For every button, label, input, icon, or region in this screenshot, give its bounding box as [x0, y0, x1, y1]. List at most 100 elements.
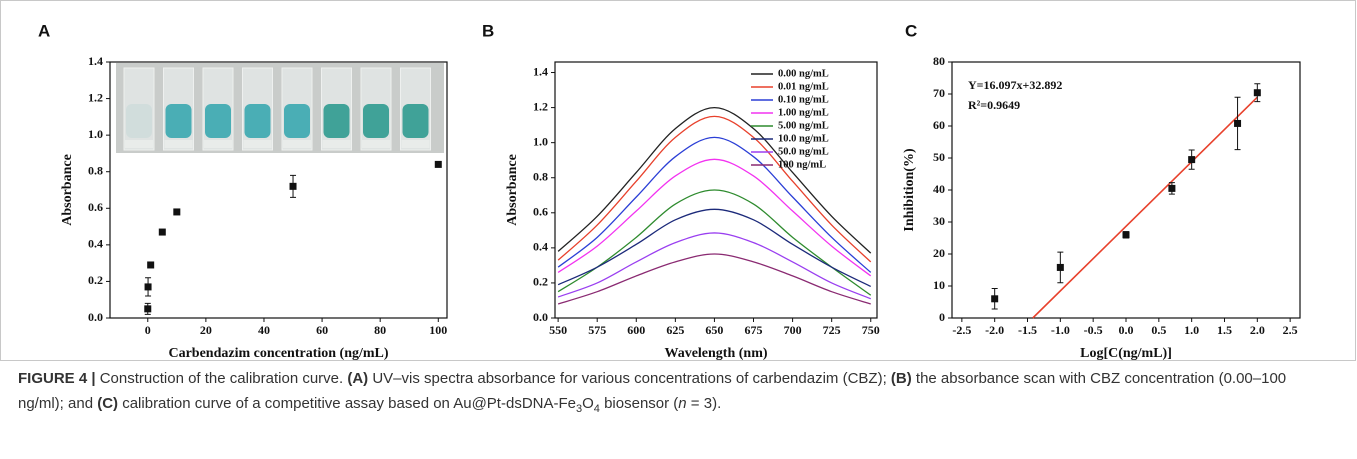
spectrum-line: [557, 136, 872, 273]
cuvette-label: [243, 140, 272, 148]
caption-text: O: [582, 395, 594, 412]
data-point: [289, 182, 297, 190]
x-tick-label: 700: [784, 323, 802, 337]
x-tick-label: 80: [374, 323, 386, 337]
y-tick-label: 70: [933, 86, 945, 100]
cuvette-liquid: [126, 104, 152, 138]
x-tick-label: 650: [705, 323, 723, 337]
x-tick-label: 40: [258, 323, 270, 337]
cuvette-label: [401, 140, 430, 148]
cuvette-liquid: [402, 104, 429, 138]
y-tick-label: 0.8: [88, 163, 103, 177]
y-tick-label: 0.6: [533, 205, 548, 219]
cuvette-liquid: [205, 104, 231, 138]
caption: FIGURE 4 | Construction of the calibrati…: [18, 366, 1328, 416]
figure: A0 20 40 60 80 1000.00.20.40.60.81.01.21.4Car…: [0, 0, 1356, 361]
x-tick-label: 1.0: [1184, 323, 1199, 337]
x-axis-title: Wavelength (nm): [664, 346, 767, 361]
x-axis-title: Carbendazim concentration (ng/mL): [168, 346, 388, 361]
y-tick-label: 1.4: [533, 64, 548, 78]
x-tick-label: 2.5: [1283, 323, 1298, 337]
spectrum-line: [557, 158, 872, 277]
x-axis-title: Log[C(ng/mL)]: [1080, 346, 1172, 361]
y-tick-label: 0.0: [533, 310, 548, 324]
fit-line: [1032, 96, 1258, 319]
y-tick-label: 60: [933, 118, 945, 132]
data-point: [434, 160, 442, 168]
spectrum-line: [557, 253, 871, 305]
caption-text: Construction of the calibration curve.: [95, 370, 348, 387]
legend-label: 50.0 ng/mL: [778, 146, 829, 157]
y-tick-label: 0.2: [88, 273, 103, 287]
y-tick-label: 40: [933, 182, 945, 196]
x-tick-label: 60: [316, 323, 328, 337]
y-tick-label: 1.2: [533, 99, 548, 113]
x-tick-label: 750: [862, 323, 880, 337]
x-tick-label: -1.5: [1018, 323, 1037, 337]
caption-text: n: [678, 395, 687, 412]
data-point: [158, 228, 166, 236]
legend-label: 5.00 ng/mL: [778, 120, 829, 131]
caption-text: UV–vis spectra absorbance for various co…: [368, 370, 891, 387]
cuvette-label: [164, 140, 193, 148]
cuvette-label: [283, 140, 311, 148]
x-tick-label: 20: [200, 323, 212, 337]
x-tick-label: 575: [588, 323, 606, 337]
y-tick-label: 20: [933, 246, 945, 260]
plot-frame: [554, 61, 878, 319]
cuvette-label: [125, 140, 153, 148]
x-tick-label: 0.0: [1119, 323, 1134, 337]
y-tick-label: 0.0: [88, 310, 103, 324]
legend-label: 10.0 ng/mL: [778, 133, 829, 144]
cuvette-label: [204, 140, 232, 148]
cuvette-liquid: [363, 104, 389, 138]
y-tick-label: 0.4: [533, 240, 548, 254]
x-tick-label: -2.0: [985, 323, 1004, 337]
legend-label: 1.00 ng/mL: [778, 107, 829, 118]
data-point: [144, 305, 152, 313]
x-tick-label: 625: [666, 323, 684, 337]
data-point: [1234, 119, 1242, 127]
data-point: [1253, 89, 1261, 97]
data-point: [1188, 156, 1196, 164]
x-tick-label: 0.5: [1151, 323, 1166, 337]
spectrum-line: [557, 115, 872, 263]
y-tick-label: 1.0: [88, 127, 103, 141]
x-tick-label: -2.5: [952, 323, 971, 337]
x-tick-label: -0.5: [1084, 323, 1103, 337]
cuvette-liquid: [244, 104, 271, 138]
caption-text: (A): [347, 370, 369, 387]
x-tick-label: 0: [145, 323, 151, 337]
spectrum-line: [557, 189, 872, 296]
spectrum-line: [557, 232, 871, 300]
y-tick-label: 1.2: [88, 90, 103, 104]
data-point: [991, 295, 999, 303]
x-tick-label: -1.0: [1051, 323, 1070, 337]
legend-label: 0.00 ng/mL: [778, 68, 829, 79]
caption-text: = 3).: [686, 395, 722, 412]
cuvette-liquid: [323, 104, 350, 138]
y-tick-label: 10: [933, 278, 945, 292]
y-tick-label: 0.8: [533, 169, 548, 183]
cuvette-label: [362, 140, 390, 148]
plot-frame: [109, 61, 448, 319]
y-axis-title: Absorbance: [60, 154, 75, 226]
panel-label: B: [482, 21, 494, 40]
legend-label: 0.10 ng/mL: [778, 94, 829, 105]
x-tick-label: 725: [823, 323, 841, 337]
data-point: [144, 283, 152, 291]
legend-label: 100 ng/mL: [778, 159, 826, 170]
panel-label: A: [38, 21, 50, 40]
cuvette-liquid: [284, 104, 310, 138]
data-point: [173, 208, 181, 216]
legend-label: 0.01 ng/mL: [778, 81, 829, 92]
caption-text: biosensor (: [599, 395, 679, 412]
caption-text: calibration curve of a competitive assay…: [118, 395, 576, 412]
y-tick-label: 80: [933, 54, 945, 68]
y-tick-label: 50: [933, 150, 945, 164]
cuvette-liquid: [165, 104, 192, 138]
caption-text: FIGURE 4 |: [18, 370, 96, 387]
caption-text: the absorbance scan with CBZ concentrati…: [18, 370, 1287, 412]
data-point: [1168, 184, 1176, 192]
